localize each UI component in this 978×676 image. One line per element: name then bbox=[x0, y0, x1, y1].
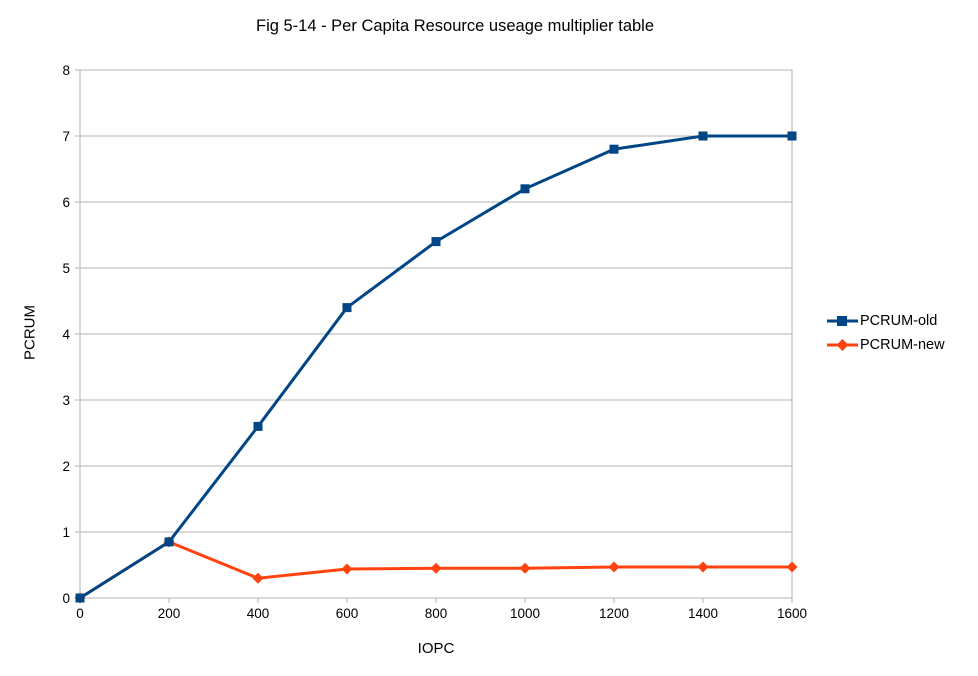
svg-text:3: 3 bbox=[62, 393, 70, 408]
svg-text:1200: 1200 bbox=[599, 606, 629, 621]
svg-text:1400: 1400 bbox=[688, 606, 718, 621]
svg-text:400: 400 bbox=[247, 606, 270, 621]
svg-text:200: 200 bbox=[158, 606, 181, 621]
x-axis-label: IOPC bbox=[417, 640, 455, 657]
legend-square-marker-icon bbox=[827, 316, 858, 326]
svg-text:8: 8 bbox=[62, 63, 70, 78]
svg-text:4: 4 bbox=[62, 327, 70, 342]
svg-text:7: 7 bbox=[62, 129, 70, 144]
legend-item-pcrum-new: PCRUM-new bbox=[826, 334, 945, 356]
series-pcrum-old bbox=[75, 131, 797, 603]
svg-text:1000: 1000 bbox=[510, 606, 540, 621]
svg-text:600: 600 bbox=[336, 606, 359, 621]
legend-diamond-marker-icon bbox=[827, 339, 858, 351]
svg-text:2: 2 bbox=[62, 459, 70, 474]
svg-text:1: 1 bbox=[62, 525, 70, 540]
legend-label-pcrum-old: PCRUM-old bbox=[860, 313, 938, 329]
svg-text:6: 6 bbox=[62, 195, 70, 210]
svg-text:5: 5 bbox=[62, 261, 70, 276]
legend-label-pcrum-new: PCRUM-new bbox=[860, 337, 945, 353]
svg-text:800: 800 bbox=[425, 606, 448, 621]
svg-text:0: 0 bbox=[62, 591, 70, 606]
chart-title: Fig 5-14 - Per Capita Resource useage mu… bbox=[255, 17, 655, 35]
svg-text:0: 0 bbox=[76, 606, 84, 621]
tick-labels: 0 1 2 3 4 5 6 7 8 0 200 400 600 800 1000 1200 1400 1600 bbox=[62, 63, 807, 621]
legend-item-pcrum-old: PCRUM-old bbox=[826, 310, 945, 332]
series-pcrum-new bbox=[74, 536, 798, 604]
svg-text:1600: 1600 bbox=[777, 606, 807, 621]
legend: PCRUM-old PCRUM-new bbox=[826, 310, 945, 356]
